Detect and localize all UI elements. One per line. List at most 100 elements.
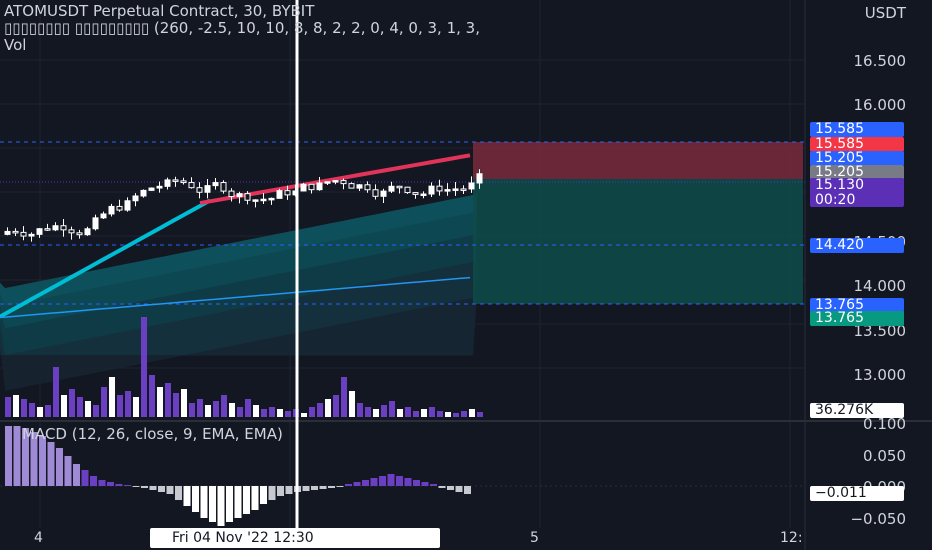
volume-bar-down — [421, 409, 427, 417]
take-profit-zone[interactable] — [473, 179, 803, 304]
macd-value-badge[interactable]: −0.011 — [810, 486, 904, 501]
volume-bar-up — [173, 393, 179, 417]
volume-bar-up — [285, 411, 291, 417]
volume-bar-up — [309, 407, 315, 417]
time-tick: 4 — [34, 530, 43, 546]
candle-up — [236, 193, 243, 198]
volume-bar-down — [157, 387, 163, 417]
volume-badge[interactable]: 36.276K — [810, 403, 904, 418]
stop-loss-zone[interactable] — [473, 142, 803, 179]
volume-bar-up — [77, 397, 83, 417]
candle-up — [100, 213, 107, 219]
volume-bar-down — [205, 405, 211, 417]
candle-up — [452, 188, 459, 191]
macd-bar-positive — [56, 448, 63, 486]
volume-bars — [5, 317, 483, 417]
price-tick: 13.500 — [853, 322, 907, 340]
volume-bar-up — [429, 407, 435, 417]
macd-bar-positive — [39, 436, 46, 486]
volume-bar-up — [117, 395, 123, 417]
candle-up — [380, 190, 387, 197]
macd-legend[interactable]: MACD (12, 26, close, 9, EMA, EMA) — [22, 425, 283, 443]
macd-bar-negative — [285, 486, 293, 494]
last-price-badge[interactable]: 15.130 00:20 — [810, 178, 904, 208]
macd-bar-positive — [107, 482, 114, 486]
candle-down — [44, 228, 51, 231]
macd-bar-negative — [183, 486, 191, 506]
volume-bar-up — [93, 405, 99, 417]
candle-up — [420, 193, 427, 197]
candle-up — [140, 189, 147, 197]
macd-bar-negative — [455, 486, 463, 492]
candle-down — [196, 187, 203, 193]
currency-label: USDT — [864, 4, 906, 22]
trend-ribbon — [0, 194, 477, 391]
price-tick: 13.000 — [853, 366, 907, 384]
volume-bar-up — [317, 403, 323, 417]
price-badge-mid[interactable]: 14.420 — [810, 238, 904, 253]
volume-bar-down — [37, 407, 43, 417]
macd-tick: −0.050 — [850, 510, 906, 528]
price-badge-stop[interactable]: 15.585 — [810, 137, 904, 152]
time-tick: 12: — [780, 530, 803, 546]
price-badge-entry-line[interactable]: 15.205 — [810, 151, 904, 166]
macd-bar-positive — [396, 476, 403, 486]
candle-down — [60, 225, 67, 231]
candle-down — [364, 184, 371, 191]
volume-bar-up — [237, 407, 243, 417]
volume-bar-down — [445, 412, 451, 417]
macd-bar-negative — [302, 486, 310, 491]
candle-up — [268, 197, 275, 201]
ema-slow-line — [0, 276, 471, 319]
price-tick: 16.000 — [853, 96, 907, 114]
volume-bar-up — [413, 411, 419, 417]
macd-bar-negative — [149, 486, 157, 490]
symbol-title[interactable]: ATOMUSDT Perpetual Contract, 30, BYBIT — [4, 2, 315, 20]
macd-tick: 0.100 — [863, 415, 906, 433]
indicator-legend[interactable]: ▯▯▯▯▯▯▯▯ ▯▯▯▯▯▯▯▯▯ (260, -2.5, 10, 10, 8… — [4, 19, 480, 37]
candle-up — [332, 180, 339, 183]
volume-bar-down — [181, 389, 187, 417]
volume-bar-up — [437, 411, 443, 417]
candle-up — [212, 182, 219, 187]
time-tick: 5 — [530, 530, 539, 546]
macd-histogram — [5, 426, 471, 526]
macd-bar-positive — [30, 432, 38, 486]
macd-bar-negative — [268, 486, 276, 500]
volume-bar-up — [165, 383, 171, 417]
price-tick: 14.000 — [853, 277, 907, 295]
volume-legend[interactable]: Vol — [4, 36, 27, 54]
price-badge-entry[interactable]: 15.205 — [810, 165, 904, 180]
volume-bar-up — [261, 409, 267, 417]
candle-down — [308, 183, 315, 191]
candle-down — [12, 230, 19, 234]
ema-fast-line — [0, 198, 211, 319]
price-badge-target-line[interactable]: 13.765 — [810, 298, 904, 313]
volume-bar-up — [461, 411, 467, 417]
macd-bar-positive — [115, 484, 123, 486]
price-badge-stop-line[interactable]: 15.585 — [810, 122, 904, 137]
macd-bar-negative — [166, 486, 174, 494]
macd-bar-positive — [81, 470, 89, 486]
macd-bar-negative — [226, 486, 233, 522]
volume-bar-down — [469, 409, 475, 417]
candle-up — [468, 182, 475, 190]
volume-bar-down — [301, 413, 307, 417]
volume-bar-up — [69, 389, 75, 417]
candle-up — [52, 225, 59, 231]
volume-bar-down — [13, 395, 19, 417]
candle-down — [220, 182, 227, 192]
price-badge-target[interactable]: 13.765 — [810, 311, 904, 326]
macd-bar-negative — [175, 486, 182, 500]
macd-bar-positive — [124, 485, 131, 486]
candle-up — [28, 233, 35, 237]
macd-bar-negative — [200, 486, 208, 518]
macd-bar-positive — [47, 442, 55, 486]
candle-up — [124, 200, 131, 211]
macd-bar-positive — [413, 480, 420, 486]
volume-bar-up — [45, 405, 51, 417]
macd-bar-negative — [251, 486, 259, 510]
candle-up — [428, 185, 435, 195]
volume-bar-down — [85, 401, 91, 417]
